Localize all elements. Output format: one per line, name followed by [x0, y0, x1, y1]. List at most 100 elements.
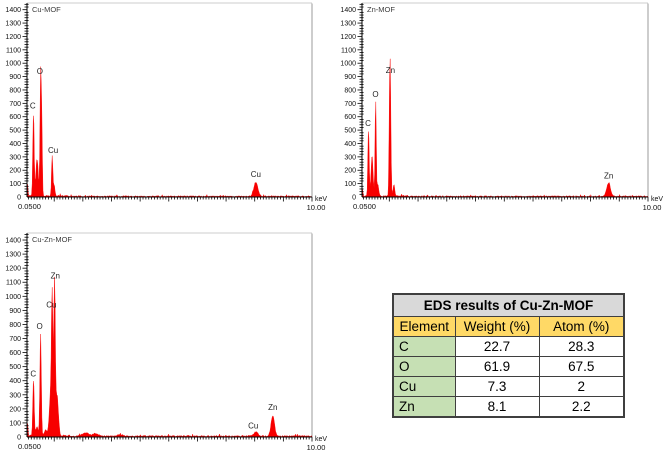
svg-text:keV: keV — [315, 196, 327, 203]
svg-text:700: 700 — [9, 336, 21, 343]
column-header-element: Element — [392, 316, 456, 337]
svg-text:200: 200 — [9, 406, 21, 413]
svg-text:O: O — [37, 67, 43, 76]
svg-text:1200: 1200 — [5, 34, 21, 41]
value-cell: 2.2 — [538, 396, 625, 418]
svg-text:1000: 1000 — [5, 294, 21, 301]
svg-text:600: 600 — [9, 114, 21, 121]
svg-text:Zn: Zn — [386, 66, 395, 75]
svg-text:O: O — [372, 90, 378, 99]
svg-text:Cu-Zn-MOF: Cu-Zn-MOF — [32, 235, 72, 244]
svg-text:0: 0 — [17, 195, 21, 202]
svg-text:Zn: Zn — [268, 403, 277, 412]
svg-text:800: 800 — [344, 87, 356, 94]
svg-text:400: 400 — [344, 141, 356, 148]
svg-text:800: 800 — [9, 322, 21, 329]
svg-text:1000: 1000 — [5, 61, 21, 68]
svg-text:1400: 1400 — [5, 238, 21, 245]
svg-text:C: C — [365, 119, 371, 128]
value-cell: 67.5 — [538, 356, 625, 377]
svg-text:100: 100 — [9, 420, 21, 427]
svg-text:800: 800 — [9, 87, 21, 94]
svg-text:keV: keV — [315, 436, 327, 443]
table-title: EDS results of Cu-Zn-MOF — [392, 293, 625, 317]
value-cell: 22.7 — [454, 336, 540, 357]
svg-text:400: 400 — [9, 378, 21, 385]
column-header-weight: Weight (%) — [454, 316, 540, 337]
element-cell: O — [392, 356, 456, 377]
svg-text:200: 200 — [344, 168, 356, 175]
svg-text:1100: 1100 — [341, 47, 356, 54]
zn-mof-spectrum-plot: 0 100 200 300 400 500 600 700 800 900 1000 1100 1200… — [340, 2, 663, 212]
chart-zn-mof: 0 100 200 300 400 500 600 700 800 900 1000 1100 1200… — [335, 0, 669, 226]
svg-text:900: 900 — [344, 74, 356, 81]
svg-text:0: 0 — [352, 195, 356, 202]
svg-text:600: 600 — [9, 350, 21, 357]
table-row: O 61.9 67.5 — [392, 356, 625, 377]
svg-text:500: 500 — [9, 364, 21, 371]
value-cell: 8.1 — [454, 396, 540, 418]
svg-text:C: C — [30, 370, 36, 379]
svg-text:300: 300 — [9, 392, 21, 399]
svg-text:0.0500: 0.0500 — [18, 442, 41, 451]
chart-cu-zn-mof: 0 100 200 300 400 500 600 700 800 900 1000 1100 1200… — [0, 226, 335, 452]
svg-text:900: 900 — [9, 74, 21, 81]
svg-text:C: C — [30, 102, 36, 111]
svg-text:O: O — [36, 322, 42, 331]
svg-text:Cu: Cu — [248, 421, 258, 430]
svg-text:1300: 1300 — [5, 252, 21, 259]
eds-table-body: C 22.7 28.3 O 61.9 67.5 Cu 7.3 2 Zn 8.1 2.2 — [392, 336, 625, 418]
svg-text:400: 400 — [9, 141, 21, 148]
cu-zn-mof-spectrum-plot: 0 100 200 300 400 500 600 700 800 900 1000 1100 1200… — [5, 232, 327, 452]
svg-text:200: 200 — [9, 168, 21, 175]
element-cell: Cu — [392, 376, 456, 397]
svg-text:1200: 1200 — [5, 266, 21, 273]
chart-cu-mof: 0 100 200 300 400 500 600 700 800 900 1000 1100 1200… — [0, 0, 335, 226]
svg-text:1000: 1000 — [340, 61, 356, 68]
svg-text:1100: 1100 — [6, 47, 21, 54]
table-title-row: EDS results of Cu-Zn-MOF — [392, 293, 625, 317]
element-cell: C — [392, 336, 456, 357]
svg-text:900: 900 — [9, 308, 21, 315]
table-row: Zn 8.1 2.2 — [392, 396, 625, 418]
svg-text:Cu: Cu — [46, 301, 56, 310]
svg-text:1400: 1400 — [340, 7, 356, 14]
svg-text:Zn: Zn — [604, 171, 613, 180]
cu-mof-spectrum-plot: 0 100 200 300 400 500 600 700 800 900 1000 1100 1200… — [5, 2, 327, 212]
value-cell: 2 — [538, 376, 625, 397]
table-row: C 22.7 28.3 — [392, 336, 625, 357]
svg-text:10.00: 10.00 — [643, 203, 662, 212]
svg-text:Zn-MOF: Zn-MOF — [367, 5, 395, 14]
svg-text:Cu: Cu — [48, 146, 58, 155]
svg-text:10.00: 10.00 — [307, 203, 326, 212]
column-header-atom: Atom (%) — [538, 316, 625, 337]
svg-text:300: 300 — [344, 154, 356, 161]
svg-text:300: 300 — [9, 154, 21, 161]
value-cell: 28.3 — [538, 336, 625, 357]
svg-text:100: 100 — [9, 181, 21, 188]
element-cell: Zn — [392, 396, 456, 418]
svg-text:1300: 1300 — [5, 21, 21, 28]
svg-text:10.00: 10.00 — [307, 443, 326, 452]
svg-text:700: 700 — [9, 101, 21, 108]
svg-text:700: 700 — [344, 101, 356, 108]
svg-text:Cu-MOF: Cu-MOF — [32, 5, 61, 14]
svg-text:0.0500: 0.0500 — [18, 202, 41, 211]
svg-text:600: 600 — [344, 114, 356, 121]
svg-text:1100: 1100 — [6, 280, 21, 287]
table-row: Cu 7.3 2 — [392, 376, 625, 397]
svg-text:0.0500: 0.0500 — [353, 202, 376, 211]
svg-text:500: 500 — [9, 128, 21, 135]
svg-text:Cu: Cu — [251, 170, 261, 179]
svg-text:1200: 1200 — [340, 34, 356, 41]
svg-text:500: 500 — [344, 128, 356, 135]
value-cell: 61.9 — [454, 356, 540, 377]
svg-text:1300: 1300 — [340, 21, 356, 28]
svg-text:1400: 1400 — [5, 7, 21, 14]
svg-text:keV: keV — [651, 196, 663, 203]
svg-text:Zn: Zn — [51, 272, 60, 281]
value-cell: 7.3 — [454, 376, 540, 397]
svg-text:0: 0 — [17, 435, 21, 442]
table-header-row: Element Weight (%) Atom (%) — [392, 316, 625, 337]
